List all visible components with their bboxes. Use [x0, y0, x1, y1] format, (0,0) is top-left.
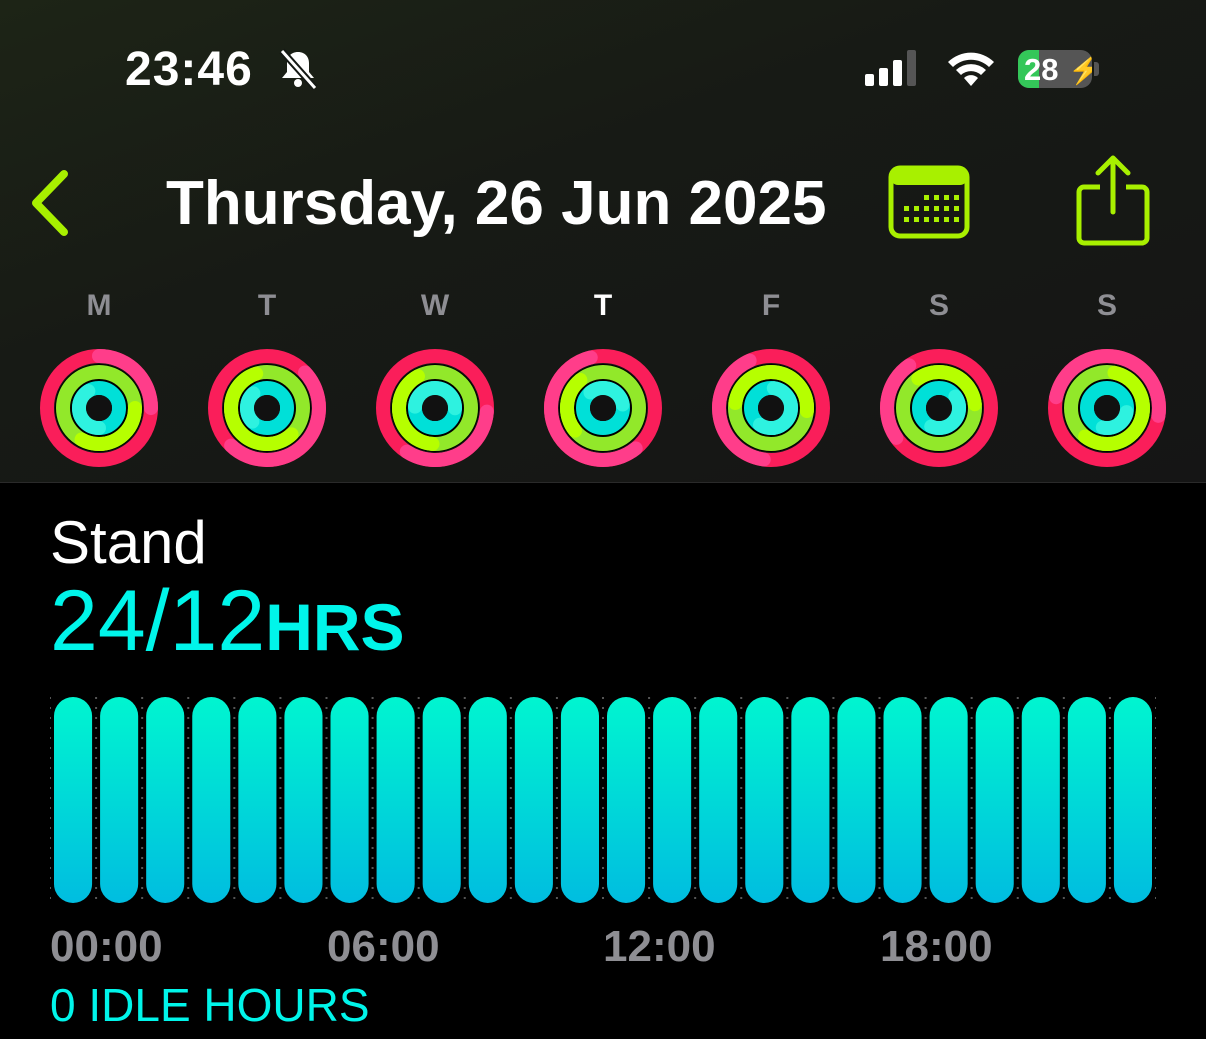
- x-tick-1: 06:00: [327, 922, 440, 971]
- ring-overlap-arc: [744, 381, 798, 435]
- share-icon[interactable]: [1076, 154, 1150, 246]
- stand-bar-10: [514, 697, 553, 903]
- x-tick-3: 18:00: [880, 922, 993, 971]
- signal-icon: [865, 50, 916, 86]
- x-tick-2: 12:00: [603, 922, 716, 971]
- x-tick-0: 00:00: [50, 922, 163, 971]
- day-label[interactable]: M: [86, 289, 112, 322]
- stand-bar-11: [560, 697, 599, 903]
- day-label[interactable]: S: [928, 289, 949, 322]
- battery-indicator: 28 ⚡: [1018, 50, 1092, 88]
- stand-bar-18: [883, 697, 922, 903]
- stand-bar-15: [745, 697, 784, 903]
- day-label[interactable]: T: [573, 276, 633, 336]
- bell-slash-icon: [279, 48, 318, 90]
- ring-overlap-arc: [1080, 381, 1134, 435]
- stand-bar-16: [791, 697, 830, 903]
- page-title: Thursday, 26 Jun 2025: [166, 169, 827, 238]
- ring-overlap-arc: [208, 349, 326, 467]
- stand-label: Stand: [50, 509, 207, 576]
- activity-rings[interactable]: [710, 347, 832, 469]
- ring-overlap-arc: [912, 381, 966, 435]
- stand-bar-06: [330, 697, 369, 903]
- ring-overlap-arc: [1064, 365, 1150, 451]
- ring-overlap-arc: [408, 381, 463, 435]
- day-label[interactable]: F: [761, 289, 781, 322]
- ring-overlap-arc: [896, 365, 982, 451]
- activity-rings[interactable]: [1046, 347, 1168, 469]
- activity-rings[interactable]: [206, 347, 328, 469]
- stand-bar-00: [54, 697, 93, 903]
- chevron-left-icon[interactable]: [28, 168, 72, 238]
- ring-overlap-arc: [72, 381, 126, 435]
- ring-overlap-arc: [728, 365, 814, 451]
- stand-bar-08: [422, 697, 461, 903]
- day-label[interactable]: W: [420, 289, 450, 322]
- ring-overlap-arc: [560, 365, 646, 451]
- day-label[interactable]: T: [257, 289, 277, 322]
- ring-overlap-arc: [56, 365, 142, 451]
- stand-bar-14: [699, 697, 738, 903]
- stand-unit: HRS: [265, 590, 405, 664]
- stand-bar-17: [837, 697, 876, 903]
- stand-hours-chart: [50, 697, 1156, 903]
- wifi-icon: [948, 52, 994, 86]
- stand-bar-03: [192, 697, 231, 903]
- stand-bar-12: [607, 697, 646, 903]
- ring-overlap-arc: [880, 349, 999, 467]
- ring-overlap-arc: [240, 381, 294, 435]
- idle-hours: 0 IDLE HOURS: [50, 979, 370, 1031]
- day-label[interactable]: S: [1096, 289, 1117, 322]
- activity-rings[interactable]: [878, 347, 1000, 469]
- stand-bar-19: [929, 697, 968, 903]
- stand-bar-04: [238, 697, 277, 903]
- stand-bar-23: [1113, 697, 1152, 903]
- stand-bar-07: [376, 697, 415, 903]
- ring-overlap-arc: [712, 349, 830, 467]
- ring-overlap-arc: [1048, 349, 1166, 467]
- activity-rings[interactable]: [542, 347, 664, 469]
- ring-overlap-arc: [544, 349, 662, 467]
- stand-bar-22: [1067, 697, 1106, 903]
- stand-bar-02: [146, 697, 185, 903]
- ring-overlap-arc: [576, 381, 630, 435]
- stand-bar-05: [284, 697, 323, 903]
- battery-tip: [1094, 62, 1099, 76]
- ring-overlap-arc: [40, 349, 158, 467]
- stand-value: 24/12HRS: [50, 573, 405, 669]
- status-time: 23:46: [125, 43, 253, 96]
- stand-bar-20: [975, 697, 1014, 903]
- activity-rings[interactable]: [38, 347, 160, 469]
- stand-bar-13: [653, 697, 692, 903]
- ring-overlap-arc: [376, 349, 494, 467]
- calendar-icon[interactable]: [888, 165, 970, 239]
- ring-overlap-arc: [224, 365, 310, 451]
- stand-bar-21: [1021, 697, 1060, 903]
- activity-rings[interactable]: [374, 347, 496, 469]
- ring-overlap-arc: [392, 365, 478, 451]
- stand-bar-01: [100, 697, 139, 903]
- stand-bar-09: [468, 697, 507, 903]
